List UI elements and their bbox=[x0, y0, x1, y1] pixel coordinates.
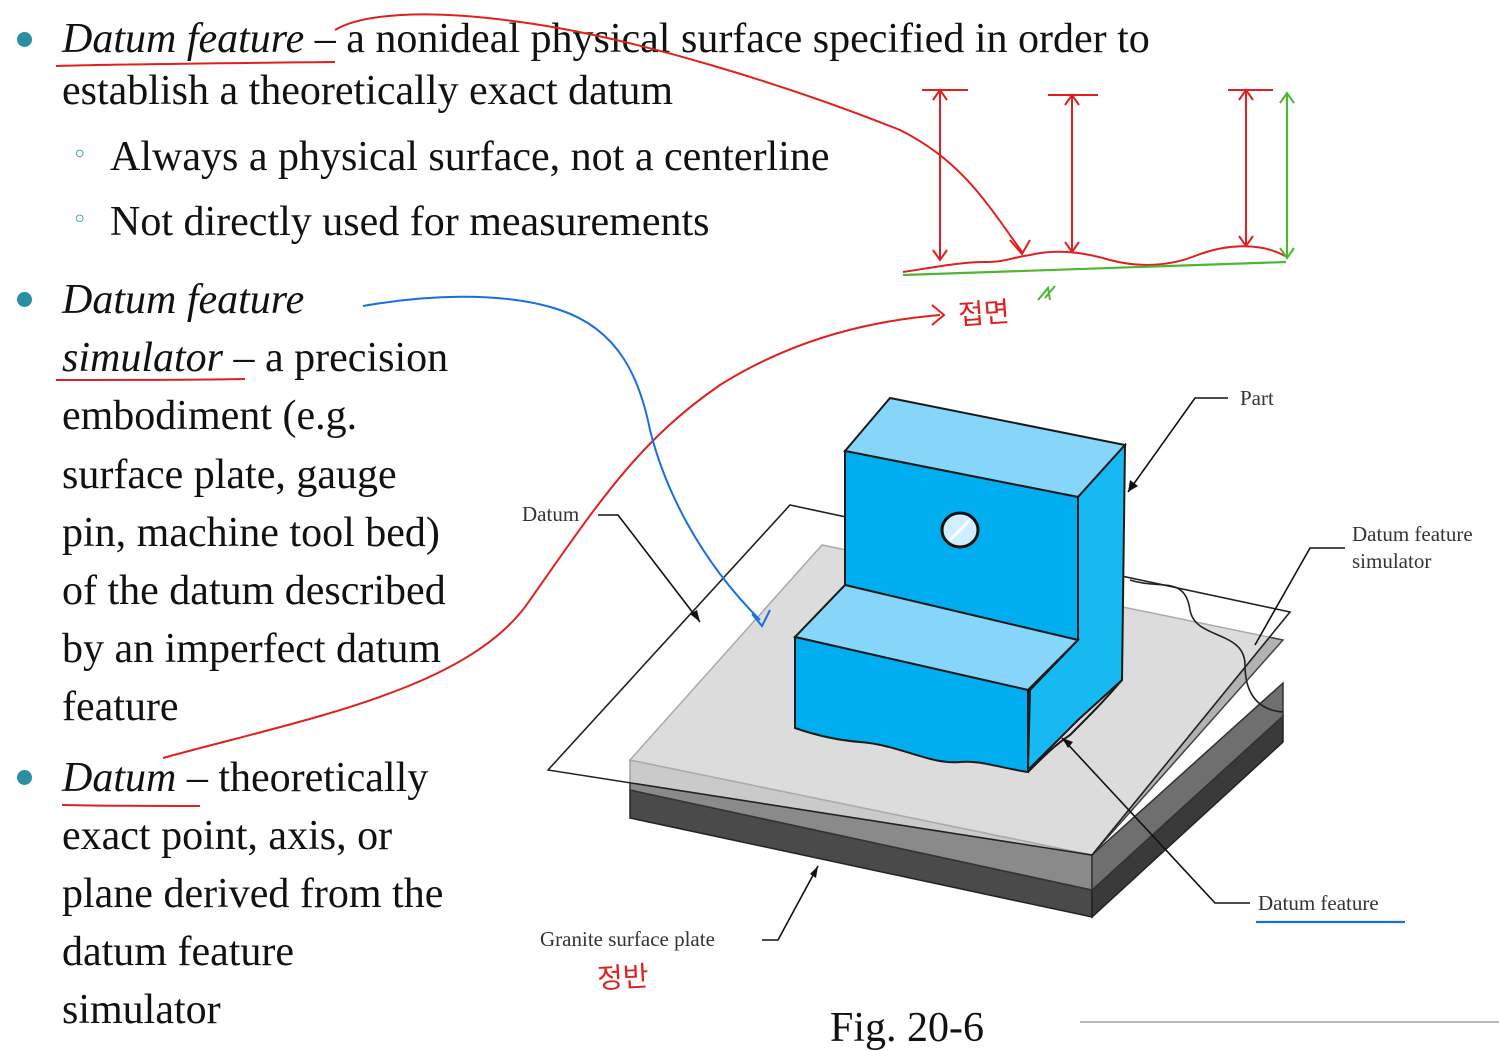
label-dfs-line2: simulator bbox=[1352, 549, 1432, 573]
b2-line4: surface plate, gauge bbox=[62, 452, 397, 498]
leader-datum-feature bbox=[1061, 737, 1250, 904]
label-part: Part bbox=[1240, 386, 1274, 410]
sub-bullet-ring: ◦ bbox=[72, 140, 88, 170]
leader-datum-arrow bbox=[690, 610, 700, 622]
b3-line1: Datum – theoretically bbox=[62, 757, 428, 799]
red-wavy-surface bbox=[902, 245, 1286, 273]
korean-annotation-plate: 정반 bbox=[596, 959, 650, 996]
green-tick-mark bbox=[1037, 285, 1056, 301]
figure-caption: Fig. 20-6 bbox=[830, 1005, 985, 1051]
red-arrowhead-b1 bbox=[1009, 239, 1031, 256]
b1-term: Datum feature bbox=[62, 16, 305, 62]
b3-term: Datum bbox=[62, 755, 177, 801]
leader-granite bbox=[762, 865, 819, 941]
b1-line2: establish a theoretically exact datum bbox=[62, 68, 674, 114]
b2-definition: – a precision bbox=[223, 335, 449, 381]
sub-bullet-ring: ◦ bbox=[72, 205, 88, 235]
b3-line3: plane derived from the bbox=[62, 871, 444, 917]
leader-dfs bbox=[1254, 547, 1345, 646]
datum-figure bbox=[55, 13, 1499, 1023]
leader-datum bbox=[598, 514, 701, 623]
green-measure-arrows bbox=[1279, 91, 1295, 260]
b2-line3: embodiment (e.g. bbox=[62, 393, 358, 439]
leader-part-arrow bbox=[1128, 480, 1138, 492]
b2-term-line1: Datum feature bbox=[62, 277, 305, 323]
b1-definition: – a nonideal physical surface specified … bbox=[304, 16, 1150, 62]
red-measure-2-arrows bbox=[1064, 93, 1080, 254]
blue-arrowhead bbox=[751, 609, 771, 628]
b2-line2: simulator – a precision bbox=[62, 337, 448, 379]
b3-line5: simulator bbox=[62, 987, 221, 1033]
b2-term-line2: simulator bbox=[62, 335, 224, 381]
b2-line7: by an imperfect datum bbox=[62, 626, 442, 672]
b3-line2: exact point, axis, or bbox=[62, 813, 393, 859]
part-hole-shine bbox=[948, 518, 972, 542]
red-measure-1-arrows bbox=[932, 88, 948, 262]
b3-definition: – theoretically bbox=[176, 755, 429, 801]
leader-datum-feature-arrow bbox=[1062, 738, 1073, 748]
leader-part bbox=[1127, 397, 1228, 493]
label-datum: Datum bbox=[522, 502, 580, 526]
red-arrowhead-b3 bbox=[931, 304, 946, 326]
red-connector-b1 bbox=[334, 13, 1023, 253]
red-measure-3-arrows bbox=[1238, 88, 1254, 248]
leader-granite-arrow bbox=[810, 866, 818, 878]
bullet-dot bbox=[17, 32, 32, 47]
part-side-bottom-wavy bbox=[1027, 679, 1123, 773]
bullet-dot bbox=[17, 292, 32, 307]
red-underline-b3 bbox=[61, 804, 201, 807]
red-underline-b2 bbox=[55, 378, 246, 381]
green-datum-line bbox=[902, 260, 1287, 277]
label-granite-plate: Granite surface plate bbox=[540, 927, 715, 951]
korean-annotation-contact: 접면 bbox=[957, 295, 1011, 332]
b1-sub2: Not directly used for measurements bbox=[110, 199, 710, 245]
plate-side-face bbox=[1091, 681, 1284, 892]
red-underline-b1 bbox=[55, 61, 336, 67]
b2-line6: of the datum described bbox=[62, 568, 446, 614]
plate-wavy-edge bbox=[1129, 579, 1284, 713]
bullet-dot bbox=[17, 770, 32, 785]
label-datum-feature: Datum feature bbox=[1258, 891, 1379, 915]
b1-line1: Datum feature – a nonideal physical surf… bbox=[62, 18, 1150, 60]
b2-line8: feature bbox=[62, 684, 179, 730]
red-connector-b3 bbox=[162, 314, 941, 759]
b3-line4: datum feature bbox=[62, 929, 295, 975]
b2-line5: pin, machine tool bed) bbox=[62, 510, 440, 556]
b1-sub1: Always a physical surface, not a centerl… bbox=[110, 134, 830, 180]
label-dfs-line1: Datum feature bbox=[1352, 522, 1473, 546]
blue-connector-b2 bbox=[362, 295, 761, 621]
part-low-front bbox=[794, 635, 1029, 774]
